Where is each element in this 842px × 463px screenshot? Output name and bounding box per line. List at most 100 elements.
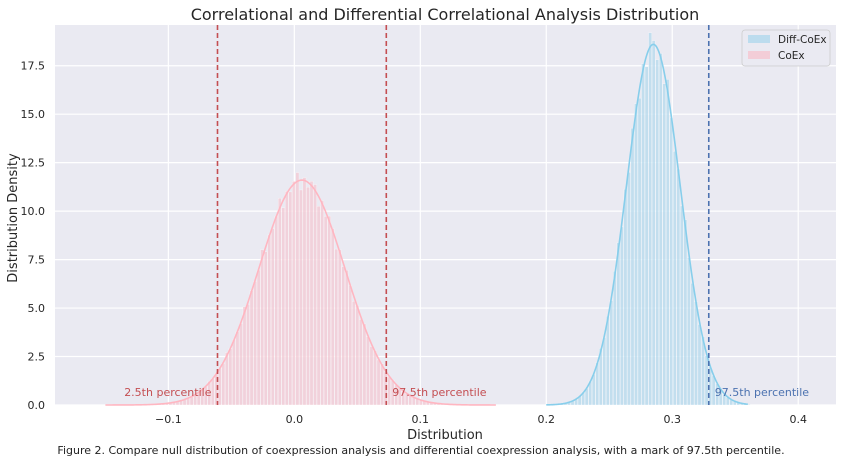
coex-histogram-bar — [242, 306, 247, 406]
coex-histogram-bar — [218, 367, 222, 406]
coex-histogram-bar — [263, 251, 268, 406]
diff-coex-histogram-bar — [602, 337, 606, 406]
y-tick-label: 12.5 — [21, 157, 46, 170]
percentile-label-0: 2.5th percentile — [124, 386, 212, 399]
y-tick-label: 0.0 — [28, 399, 46, 412]
diff-coex-histogram-bar — [623, 189, 628, 406]
coex-histogram-bar — [260, 249, 264, 406]
y-tick-label: 15.0 — [21, 108, 46, 121]
y-axis-label: Distribution Density — [6, 153, 21, 283]
coex-histogram-bar — [352, 301, 356, 406]
coex-histogram-bar — [267, 234, 271, 406]
diff-coex-histogram-bar — [627, 172, 631, 406]
coex-histogram-bar — [281, 207, 286, 406]
diff-coex-histogram-bar — [648, 32, 652, 406]
diff-coex-histogram-bar — [666, 79, 670, 406]
diff-coex-histogram-bar — [690, 283, 695, 406]
histogram-bars — [147, 32, 751, 406]
coex-histogram-bar — [278, 198, 282, 406]
coex-histogram-bar — [387, 376, 391, 406]
coex-histogram-bar — [256, 269, 261, 406]
diff-coex-histogram-bar — [694, 301, 698, 406]
coex-histogram-bar — [359, 319, 363, 406]
coex-histogram-bar — [271, 228, 275, 406]
coex-histogram-bar — [299, 189, 303, 406]
diff-coex-histogram-bar — [669, 117, 673, 406]
diff-coex-histogram-bar — [651, 40, 656, 406]
coex-histogram-bar — [348, 285, 353, 406]
legend-label-coex: CoEx — [778, 50, 805, 62]
coex-histogram-bar — [285, 191, 289, 406]
coex-kde-line — [105, 179, 496, 406]
figure-caption: Figure 2. Compare null distribution of c… — [57, 444, 785, 457]
coex-histogram-bar — [235, 331, 240, 406]
coex-histogram-bar — [313, 184, 317, 406]
percentile-label-2: 97.5th percentile — [715, 386, 810, 399]
coex-histogram-bar — [292, 181, 296, 406]
legend: Diff-CoEx CoEx — [741, 29, 831, 67]
coex-histogram-bar — [323, 216, 328, 406]
y-tick-label: 5.0 — [28, 302, 46, 315]
diff-coex-histogram-bar — [687, 257, 691, 406]
coex-histogram-bar — [221, 363, 226, 406]
coex-histogram-bar — [345, 270, 349, 406]
diff-coex-histogram-bar — [616, 242, 621, 406]
coex-histogram-bar — [338, 249, 342, 406]
y-tick-label: 7.5 — [28, 254, 46, 267]
chart-title: Correlational and Differential Correlati… — [191, 5, 700, 24]
y-tick-label: 2.5 — [28, 351, 46, 364]
diff-coex-histogram-bar — [620, 226, 624, 406]
diff-coex-histogram-bar — [683, 219, 688, 406]
coex-histogram-bar — [225, 352, 229, 406]
coex-histogram-bar — [355, 305, 360, 406]
diff-coex-histogram-bar — [637, 98, 642, 406]
coex-histogram-bar — [295, 172, 300, 406]
coex-histogram-bar — [309, 181, 314, 406]
coex-histogram-bar — [211, 378, 215, 406]
diff-coex-histogram-bar — [609, 300, 614, 406]
legend-swatch-diff-coex — [748, 35, 770, 43]
diff-coex-histogram-bar — [662, 83, 666, 406]
coex-histogram-bar — [373, 350, 377, 406]
diff-coex-histogram-bar — [676, 168, 681, 406]
legend-label-diff-coex: Diff-CoEx — [778, 34, 827, 46]
coex-histogram-bar — [362, 323, 367, 406]
y-tick-label: 10.0 — [21, 205, 46, 218]
coex-histogram-bar — [366, 336, 370, 406]
diff-coex-histogram-bar — [655, 59, 659, 406]
coex-histogram-bar — [239, 323, 243, 406]
y-tick-label: 17.5 — [21, 60, 46, 73]
x-tick-label: 0.1 — [412, 413, 430, 426]
legend-swatch-coex — [748, 51, 770, 59]
coex-histogram-bar — [207, 381, 211, 406]
coex-histogram-bar — [228, 348, 233, 406]
coex-histogram-bar — [253, 281, 257, 406]
diff-coex-histogram-bar — [658, 53, 663, 406]
diff-coex-kde-line — [546, 43, 748, 406]
x-tick-label: 0.2 — [538, 413, 556, 426]
reference-lines: 2.5th percentile 97.5th percentile 97.5th … — [124, 25, 809, 405]
coex-histogram-bar — [327, 215, 331, 406]
grid — [55, 25, 836, 406]
x-axis-label: Distribution — [407, 428, 483, 443]
coex-histogram-bar — [302, 177, 307, 406]
coex-histogram-bar — [288, 191, 293, 406]
diff-coex-histogram-bar — [673, 151, 677, 406]
diff-coex-histogram-bar — [606, 315, 610, 406]
coex-histogram-bar — [316, 206, 321, 406]
coex-histogram-bar — [341, 266, 345, 406]
coex-histogram-bar — [249, 290, 254, 406]
x-tick-label: 0.3 — [663, 413, 681, 426]
tick-labels: −0.1 0.0 0.1 0.2 0.3 0.4 0.0 2.5 5.0 7.5 10.0 12.5 1… — [21, 60, 807, 426]
kde-curves — [105, 43, 748, 406]
diff-coex-histogram-bar — [613, 270, 617, 406]
diff-coex-histogram-bar — [680, 205, 684, 406]
diff-coex-histogram-bar — [704, 355, 709, 406]
diff-coex-histogram-bar — [591, 374, 596, 406]
diff-coex-histogram-bar — [644, 66, 649, 406]
diff-coex-histogram-bar — [630, 128, 635, 406]
x-tick-label: 0.4 — [789, 413, 807, 426]
diff-coex-histogram-bar — [697, 324, 702, 406]
coex-histogram-bar — [334, 248, 338, 406]
